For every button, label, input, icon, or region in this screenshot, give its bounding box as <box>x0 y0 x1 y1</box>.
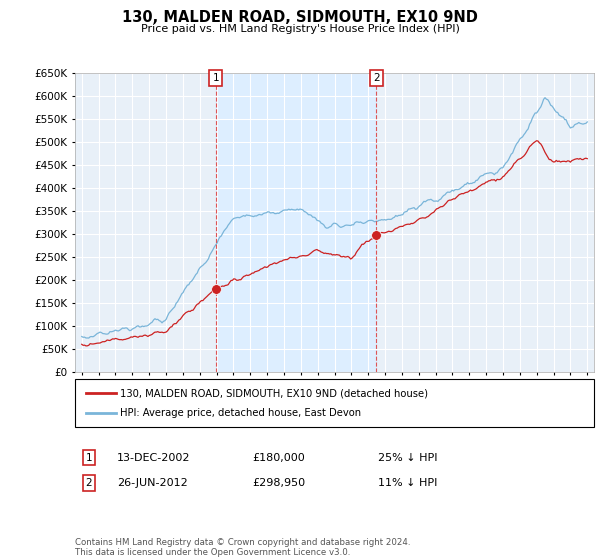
Text: 25% ↓ HPI: 25% ↓ HPI <box>378 452 437 463</box>
Text: HPI: Average price, detached house, East Devon: HPI: Average price, detached house, East… <box>120 408 361 418</box>
Text: 26-JUN-2012: 26-JUN-2012 <box>117 478 188 488</box>
Text: 11% ↓ HPI: 11% ↓ HPI <box>378 478 437 488</box>
Text: 1: 1 <box>212 73 219 83</box>
Text: £180,000: £180,000 <box>252 452 305 463</box>
Text: Contains HM Land Registry data © Crown copyright and database right 2024.
This d: Contains HM Land Registry data © Crown c… <box>75 538 410 557</box>
Text: 1: 1 <box>85 452 92 463</box>
Bar <box>216 73 376 372</box>
Text: £298,950: £298,950 <box>252 478 305 488</box>
Text: 2: 2 <box>85 478 92 488</box>
Text: 130, MALDEN ROAD, SIDMOUTH, EX10 9ND: 130, MALDEN ROAD, SIDMOUTH, EX10 9ND <box>122 10 478 25</box>
Text: 2: 2 <box>373 73 380 83</box>
Text: 130, MALDEN ROAD, SIDMOUTH, EX10 9ND (detached house): 130, MALDEN ROAD, SIDMOUTH, EX10 9ND (de… <box>120 389 428 398</box>
Text: Price paid vs. HM Land Registry's House Price Index (HPI): Price paid vs. HM Land Registry's House … <box>140 24 460 34</box>
Text: 13-DEC-2002: 13-DEC-2002 <box>117 452 191 463</box>
